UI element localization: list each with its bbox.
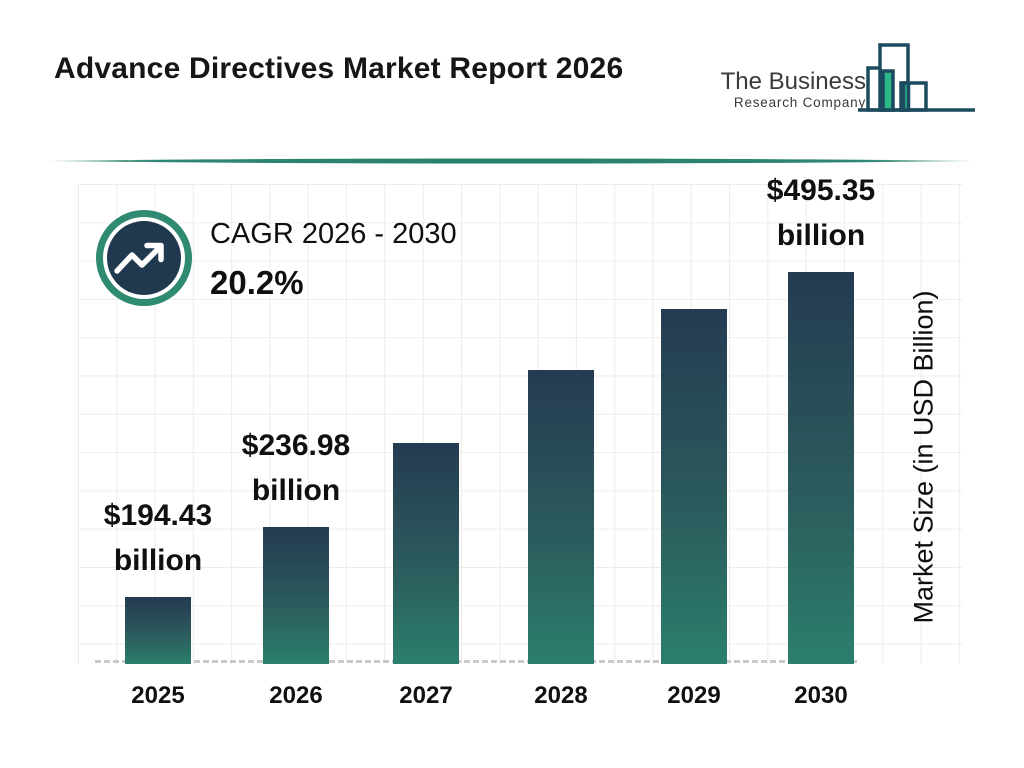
bar-2030	[788, 272, 854, 664]
bar-value-label-2026: $236.98 billion	[181, 423, 411, 513]
page-title: Advance Directives Market Report 2026	[54, 52, 624, 85]
divider-rule	[45, 152, 977, 170]
bar-2028	[528, 370, 594, 664]
logo-wordmark: The Business Research Company	[721, 68, 866, 111]
bar-value-line1: $194.43	[103, 499, 213, 532]
bar-value-label-2025: $194.43 billion	[43, 493, 273, 583]
x-axis-baseline	[95, 660, 857, 663]
logo-line2: Research Company	[733, 95, 866, 110]
bar-value-line1: $236.98	[241, 429, 351, 462]
cagr-period-label: CAGR 2026 - 2030	[210, 218, 457, 250]
bar-value-line2: billion	[113, 544, 203, 577]
bar-value-line2: billion	[776, 219, 866, 252]
y-axis-label: Market Size (in USD Billion)	[908, 290, 939, 624]
trend-up-icon	[96, 210, 192, 306]
cagr-badge	[94, 208, 194, 313]
bar-value-label-2030: $495.35 billion	[706, 168, 936, 258]
cagr-value: 20.2%	[210, 264, 304, 301]
x-tick-2028: 2028	[534, 682, 588, 709]
x-tick-2030: 2030	[794, 682, 848, 709]
logo-bar-chart-icon	[850, 33, 980, 133]
bar-2026	[263, 527, 329, 664]
bar-2029	[661, 309, 727, 664]
x-tick-2025: 2025	[131, 682, 185, 709]
bar-2027	[393, 443, 459, 664]
bar-2025	[125, 597, 191, 664]
bar-value-line1: $495.35	[766, 174, 876, 207]
x-tick-2026: 2026	[269, 682, 323, 709]
logo-line1: The Business	[720, 68, 866, 95]
x-tick-2027: 2027	[399, 682, 453, 709]
bar-value-line2: billion	[251, 474, 341, 507]
x-tick-2029: 2029	[667, 682, 721, 709]
